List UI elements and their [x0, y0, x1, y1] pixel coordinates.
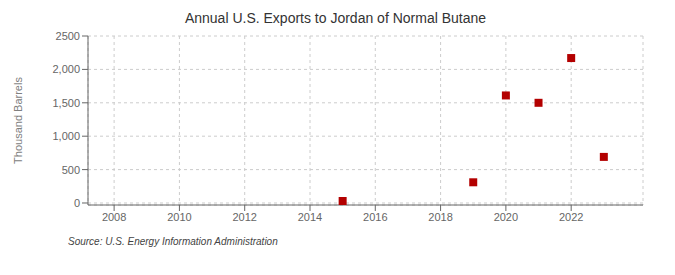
svg-text:2020: 2020	[494, 211, 518, 223]
svg-text:2008: 2008	[102, 211, 126, 223]
svg-text:2016: 2016	[363, 211, 387, 223]
svg-text:500: 500	[62, 164, 80, 176]
svg-text:2022: 2022	[559, 211, 583, 223]
svg-text:2018: 2018	[428, 211, 452, 223]
svg-text:2010: 2010	[167, 211, 191, 223]
svg-text:1,000: 1,000	[52, 130, 80, 142]
svg-text:2012: 2012	[232, 211, 256, 223]
svg-text:Thousand Barrels: Thousand Barrels	[12, 77, 24, 164]
svg-text:2014: 2014	[298, 211, 322, 223]
html-text:Annual U.S. Exports to Jordan: Annual U.S. Exports to Jordan of Normal …	[184, 10, 487, 26]
svg-text:1,500: 1,500	[52, 97, 80, 109]
svg-text:0: 0	[74, 197, 80, 209]
html-text:Source: U.S. Energy Informatio: Source: U.S. Energy Information Administ…	[68, 236, 278, 247]
svg-text:2,000: 2,000	[52, 63, 80, 75]
svg-text:2500: 2500	[56, 30, 80, 42]
